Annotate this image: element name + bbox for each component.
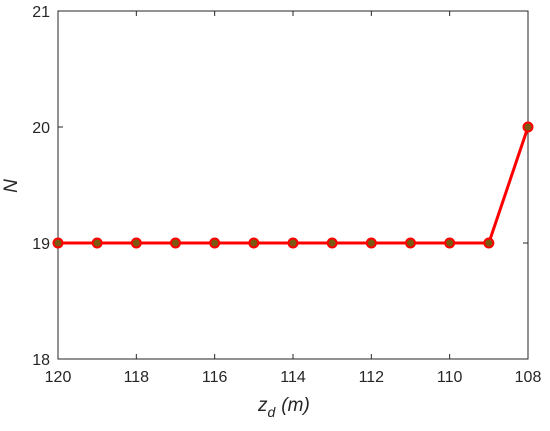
x-axis-label: zd (m) xyxy=(257,395,310,420)
y-tick-label: 20 xyxy=(32,120,50,137)
data-point xyxy=(365,237,377,249)
y-axis-ticks: 18 19 20 21 xyxy=(32,4,528,369)
y-axis-label: N xyxy=(1,179,22,193)
data-point xyxy=(130,237,142,249)
x-tick-label: 116 xyxy=(202,369,228,386)
data-point xyxy=(483,237,495,249)
x-tick-label: 114 xyxy=(280,369,306,386)
data-point xyxy=(91,237,103,249)
data-point xyxy=(444,237,456,249)
y-tick-label: 19 xyxy=(32,236,50,253)
y-tick-label: 21 xyxy=(32,4,50,21)
series-group xyxy=(52,121,534,249)
x-tick-label: 110 xyxy=(437,369,463,386)
plot-frame xyxy=(57,10,529,360)
x-tick-label: 120 xyxy=(45,369,72,386)
plot-area xyxy=(57,10,529,360)
data-point xyxy=(248,237,260,249)
y-tick-label: 18 xyxy=(32,352,50,369)
x-axis-label-subscript: d xyxy=(268,404,277,420)
data-point xyxy=(52,237,64,249)
data-point xyxy=(287,237,299,249)
x-tick-label: 108 xyxy=(515,369,542,386)
data-point xyxy=(326,237,338,249)
data-point xyxy=(170,237,181,249)
data-point xyxy=(522,121,534,133)
x-axis-ticks: 120 118 116 114 112 110 108 xyxy=(45,11,542,386)
data-point xyxy=(405,237,416,249)
x-axis-label-unit: (m) xyxy=(281,395,309,416)
x-tick-label: 118 xyxy=(124,369,150,386)
x-axis-label-main: z xyxy=(257,395,268,416)
x-tick-label: 112 xyxy=(359,369,385,386)
data-point xyxy=(209,237,221,249)
